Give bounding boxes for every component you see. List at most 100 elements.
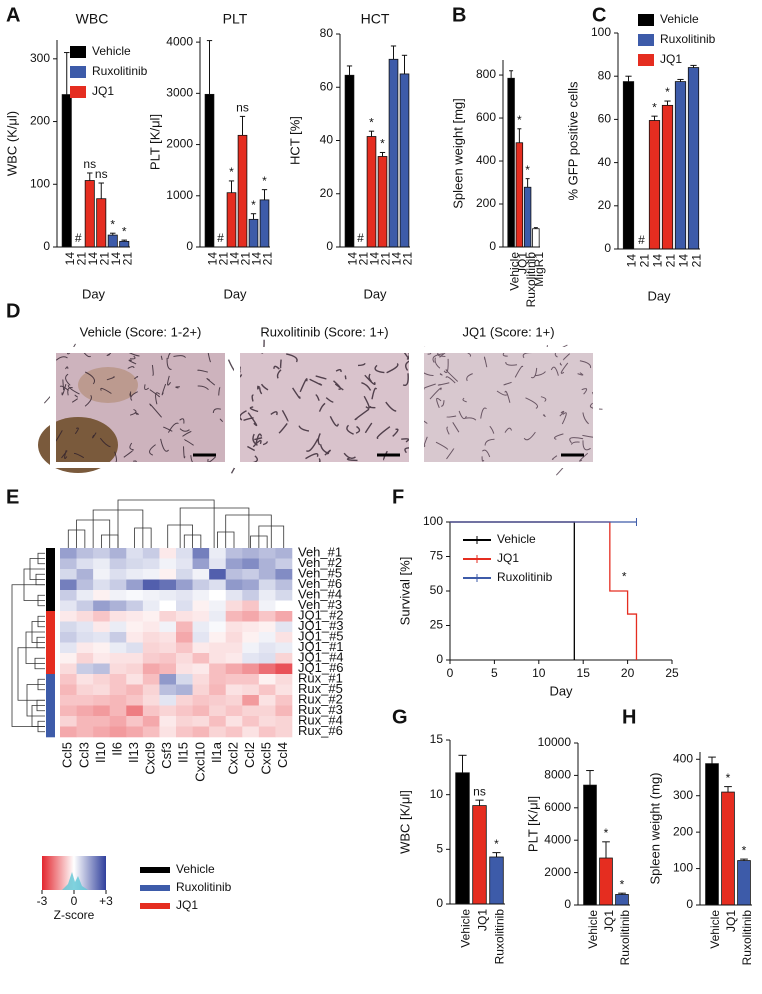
x-tick-label: 14 (63, 252, 77, 266)
x-tick-label: 21 (638, 254, 652, 268)
heatmap-cell (258, 663, 276, 675)
bar-annotation: * (604, 826, 609, 840)
heatmap-cell (109, 653, 127, 664)
bar-annotation: * (726, 771, 731, 785)
legend-label: Ruxolitinib (92, 64, 148, 78)
y-tick-label: 75 (430, 549, 444, 563)
heatmap-cell (142, 674, 160, 685)
bar-annotation: * (517, 113, 522, 127)
y-tick-label: 60 (598, 112, 612, 126)
x-axis-label: Day (82, 286, 106, 301)
heatmap-cell (242, 674, 260, 685)
heatmap-cell (93, 684, 111, 696)
y-axis-label: Survival [%] (397, 557, 412, 626)
heatmap-cell (93, 579, 111, 591)
y-tick-label: 200 (673, 824, 693, 838)
heatmap-cell (192, 684, 210, 696)
heatmap-cell (258, 600, 276, 612)
heatmap-cell (242, 621, 260, 633)
heatmap-cell (93, 642, 111, 654)
heatmap-cell (126, 579, 144, 591)
heatmap-cell (76, 558, 94, 570)
row-group-bar (46, 695, 55, 706)
column-label: Cxcl9 (143, 742, 158, 775)
row-label: Rux_#1 (298, 671, 343, 686)
heatmap-cell (76, 674, 94, 685)
heatmap-cell (76, 569, 94, 580)
bar (507, 77, 515, 248)
y-axis-label: WBC (K/μl) (4, 111, 19, 176)
x-tick-label: 14 (250, 252, 264, 266)
heatmap-cell (275, 726, 293, 738)
heatmap-cell (275, 611, 293, 622)
heatmap-cell (142, 663, 160, 675)
row-label: JQ1_#3 (298, 618, 344, 633)
x-tick-label: Vehicle (586, 910, 600, 949)
y-axis-label: PLT [K/μl] (147, 114, 162, 170)
heatmap-cell (159, 548, 177, 559)
x-axis-label: Day (549, 683, 573, 698)
heatmap-cell (258, 632, 276, 643)
x-tick-label: 21 (690, 254, 704, 268)
heatmap-cell (126, 642, 144, 654)
row-group-bar (46, 621, 55, 633)
row-group-bar (46, 642, 55, 654)
row-label: Veh_#6 (298, 576, 342, 591)
heatmap-cell (275, 674, 293, 685)
bar (226, 192, 237, 248)
row-group-bar (46, 558, 55, 570)
heatmap-cell (159, 642, 177, 654)
heatmap-cell (242, 569, 260, 580)
legend-label: Vehicle (660, 12, 699, 26)
heatmap-cell (159, 726, 177, 738)
x-axis-label: Day (363, 286, 387, 301)
column-label: Il15 (176, 742, 191, 763)
column-label: Ccl2 (242, 742, 257, 768)
heatmap-cell (126, 684, 144, 696)
heatmap-cell (242, 705, 260, 717)
y-tick-label: 10 (430, 787, 444, 801)
heatmap-cell (258, 611, 276, 622)
heatmap-cell (142, 590, 160, 601)
y-tick-label: 200 (476, 196, 496, 210)
heatmap-cell (242, 600, 260, 612)
heatmap-cell (192, 663, 210, 675)
heatmap-cell (258, 579, 276, 591)
y-tick-label: 3000 (166, 86, 193, 100)
y-tick-label: 25 (430, 618, 444, 632)
heatmap-cell (275, 590, 293, 601)
heatmap-cell (258, 558, 276, 570)
y-tick-label: 1000 (166, 188, 193, 202)
y-tick-label: 5 (436, 842, 443, 856)
micrograph-frame (418, 347, 599, 468)
bar-annotation: * (665, 85, 670, 99)
heatmap-cell (225, 579, 243, 591)
heatmap-cell (109, 590, 127, 601)
panel-label: F (392, 486, 404, 508)
heatmap-cell (225, 611, 243, 622)
heatmap-cell (93, 632, 111, 643)
bar (523, 186, 532, 248)
heatmap-cell (225, 716, 243, 727)
bar-annotation: * (122, 224, 127, 238)
heatmap-cell (176, 621, 193, 633)
heatmap-cell (176, 569, 193, 580)
legend-swatch (638, 34, 654, 46)
micrograph-frame (234, 347, 415, 468)
x-tick-label: 14 (228, 252, 242, 266)
heatmap-cell (109, 600, 127, 612)
heatmap-cell (192, 642, 210, 654)
y-tick-label: 0 (436, 896, 443, 910)
y-tick-label: 0 (436, 652, 443, 666)
y-tick-label: 40 (598, 155, 612, 169)
heatmap-cell (275, 653, 293, 664)
heatmap-cell (209, 579, 227, 591)
annotation: * (622, 569, 627, 583)
x-tick-label: 21 (74, 252, 88, 266)
y-tick-label: 0 (604, 241, 611, 255)
bar (344, 74, 355, 248)
x-tick-label: Ruxolitinib (493, 909, 507, 965)
row-group-bar (46, 653, 55, 664)
heatmap-cell (176, 548, 193, 559)
column-label: Ccl3 (76, 742, 91, 768)
